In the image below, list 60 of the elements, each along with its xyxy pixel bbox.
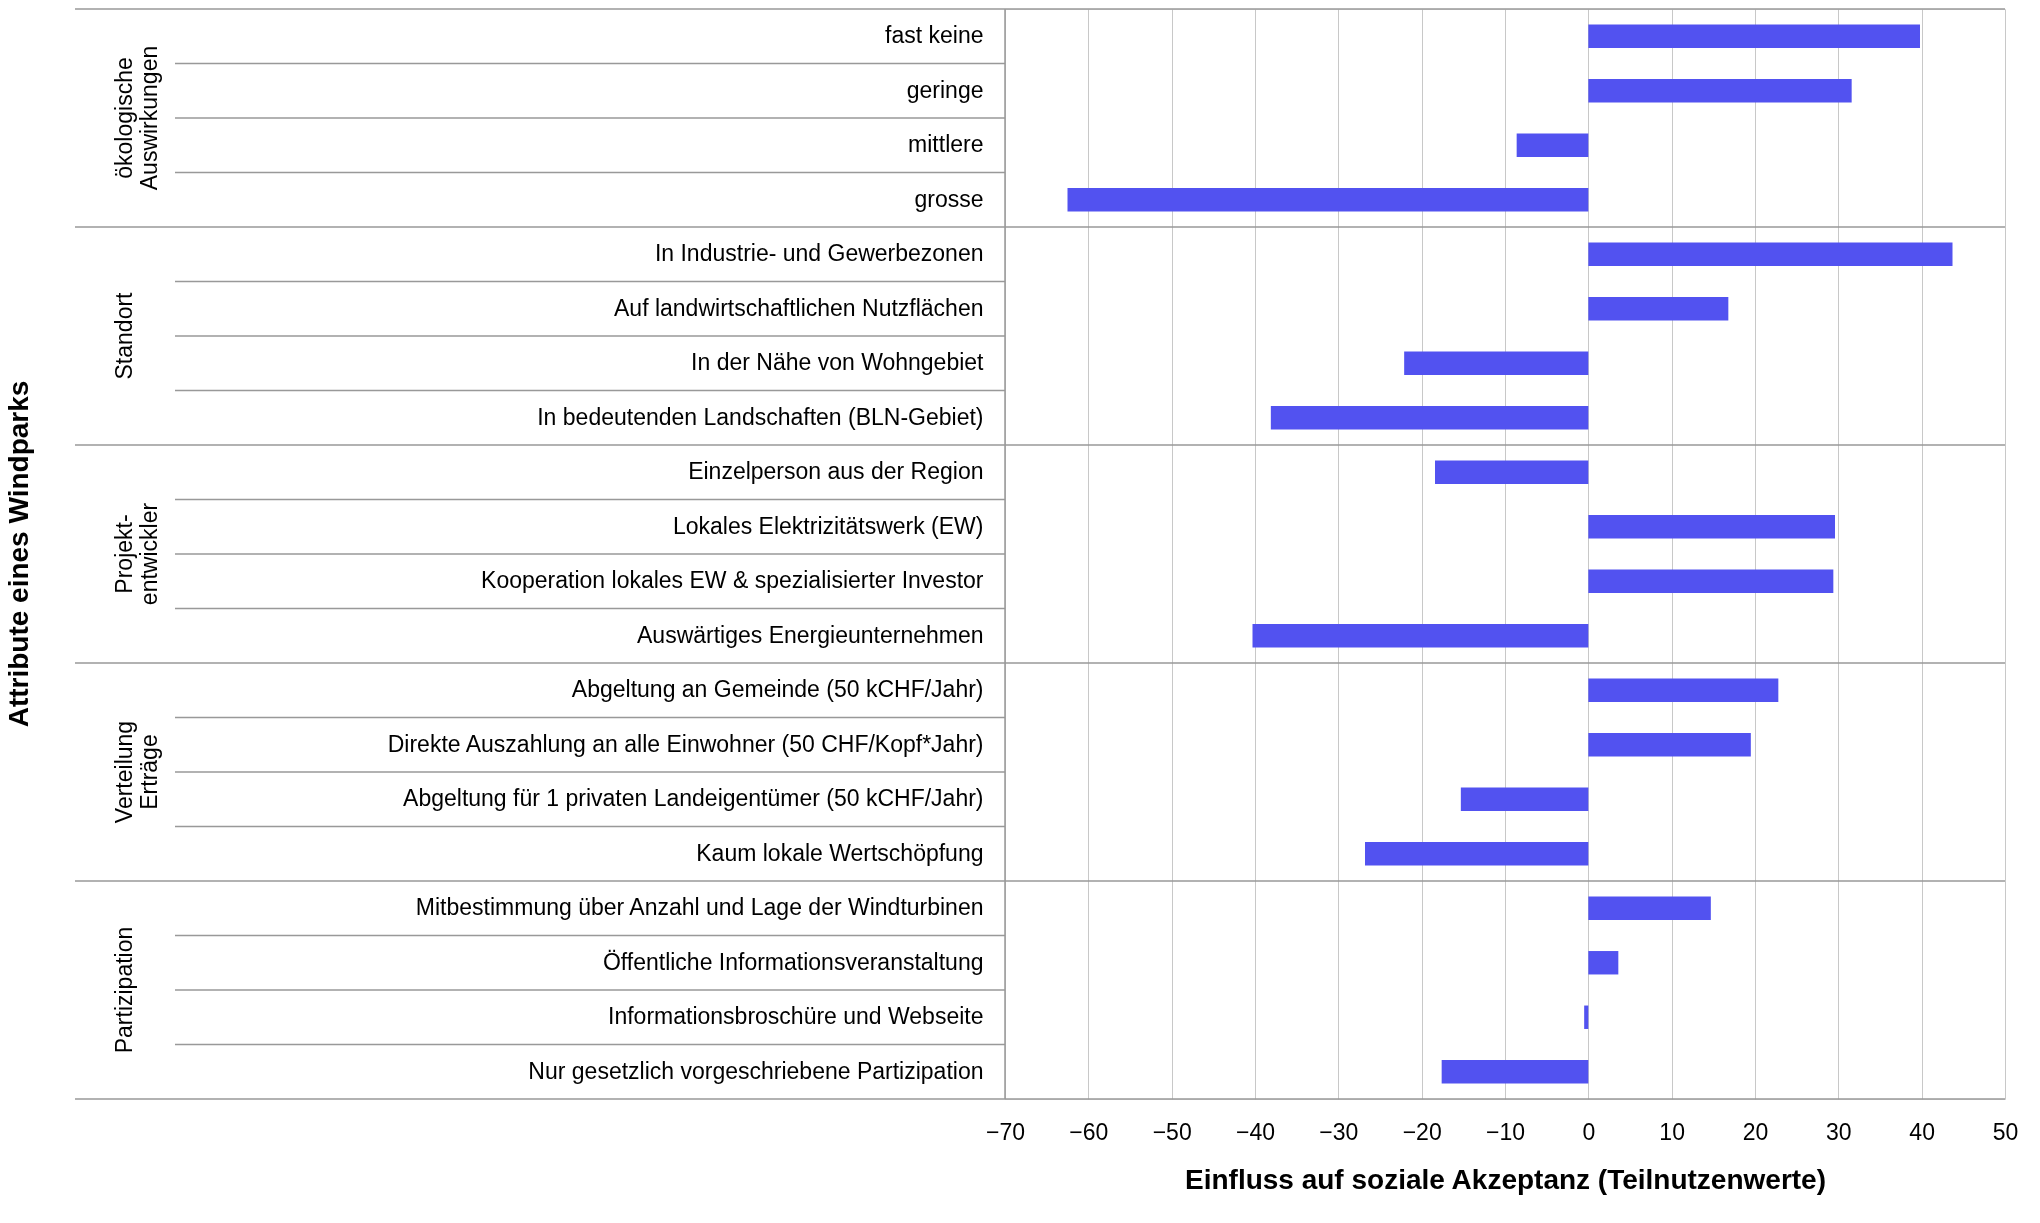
x-tick-label: 30: [1826, 1118, 1852, 1145]
bar: [1365, 842, 1589, 866]
y-tick-label: geringe: [906, 76, 984, 103]
bar: [1588, 733, 1751, 757]
y-tick-label: Auf landwirtschaftlichen Nutzflächen: [614, 294, 984, 321]
text: Standort: [111, 291, 137, 380]
y-tick-label: Informationsbroschüre und Webseite: [608, 1003, 984, 1030]
x-tick-label: −10: [1485, 1118, 1526, 1145]
bar: [1441, 1060, 1589, 1084]
y-tick-label: Kooperation lokales EW & spezialisierter Investor: [481, 567, 984, 594]
bar: [1067, 188, 1589, 212]
bar: [1584, 1005, 1589, 1029]
bar: [1404, 351, 1589, 375]
y-tick-label: In Industrie- und Gewerbezonen: [654, 240, 984, 267]
bar: [1588, 951, 1619, 975]
bar: [1588, 79, 1852, 103]
y-tick-label: Öffentliche Informationsveranstaltung: [602, 948, 984, 975]
y-tick-label: In bedeutenden Landschaften (BLN-Gebiet): [537, 403, 984, 430]
y-tick-label: Kaum lokale Wertschöpfung: [696, 839, 984, 866]
text: ökologische Auswirkungen: [111, 45, 162, 191]
y-tick-label: Direkte Auszahlung an alle Einwohner (50 CHF/Kopf*Jahr): [387, 730, 984, 757]
y-tick-label: In der Nähe von Wohngebiet: [691, 349, 985, 376]
x-tick-label: 50: [1992, 1118, 2019, 1145]
y-tick-label: Abgeltung an Gemeinde (50 kCHF/Jahr): [571, 676, 984, 703]
x-axis-title: Einfluss auf soziale Akzeptanz (Teilnutzenwerte): [1185, 1163, 1826, 1195]
y-tick-label: Lokales Elektrizitätswerk (EW): [672, 512, 984, 539]
x-tick-label: 10: [1659, 1118, 1685, 1145]
x-tick-label: −60: [1069, 1118, 1109, 1145]
bar: [1588, 678, 1779, 702]
bar: [1252, 624, 1589, 648]
x-tick-label: −30: [1319, 1118, 1359, 1145]
x-tick-label: 20: [1742, 1118, 1769, 1145]
x-tick-label: 40: [1909, 1118, 1935, 1145]
y-tick-label: mittlere: [908, 131, 984, 158]
bar: [1588, 297, 1729, 321]
y-tick-label: fast keine: [885, 22, 984, 49]
bar: [1588, 242, 1953, 266]
bar: [1588, 896, 1711, 920]
y-tick-label: Einzelperson aus der Region: [688, 458, 984, 485]
x-tick-label: −70: [985, 1118, 1026, 1145]
bar: [1588, 515, 1835, 539]
y-tick-label: Abgeltung für 1 privaten Landeigentümer (50 kCHF/Jahr): [403, 785, 984, 812]
x-tick-label: 0: [1582, 1118, 1596, 1145]
y-tick-label: grosse: [914, 185, 984, 212]
bar: [1460, 787, 1589, 811]
y-tick-label: Auswärtiges Energieunternehmen: [637, 621, 984, 648]
text: Verteilung Erträge: [111, 720, 162, 824]
bar: [1435, 460, 1589, 484]
text: Partizipation: [111, 926, 137, 1054]
x-tick-label: −50: [1152, 1118, 1192, 1145]
text: Projekt- entwickler: [111, 502, 162, 606]
bar: [1270, 406, 1589, 430]
x-tick-label: −20: [1402, 1118, 1442, 1145]
bar: [1588, 24, 1920, 48]
bar: [1588, 569, 1834, 593]
bar: [1516, 133, 1589, 157]
x-tick-label: −40: [1235, 1118, 1276, 1145]
text: Attribute eines Windparks: [3, 380, 34, 728]
y-tick-label: Mitbestimmung über Anzahl und Lage der Windturbinen: [415, 894, 984, 921]
y-tick-label: Nur gesetzlich vorgeschriebene Partizipation: [528, 1057, 984, 1084]
